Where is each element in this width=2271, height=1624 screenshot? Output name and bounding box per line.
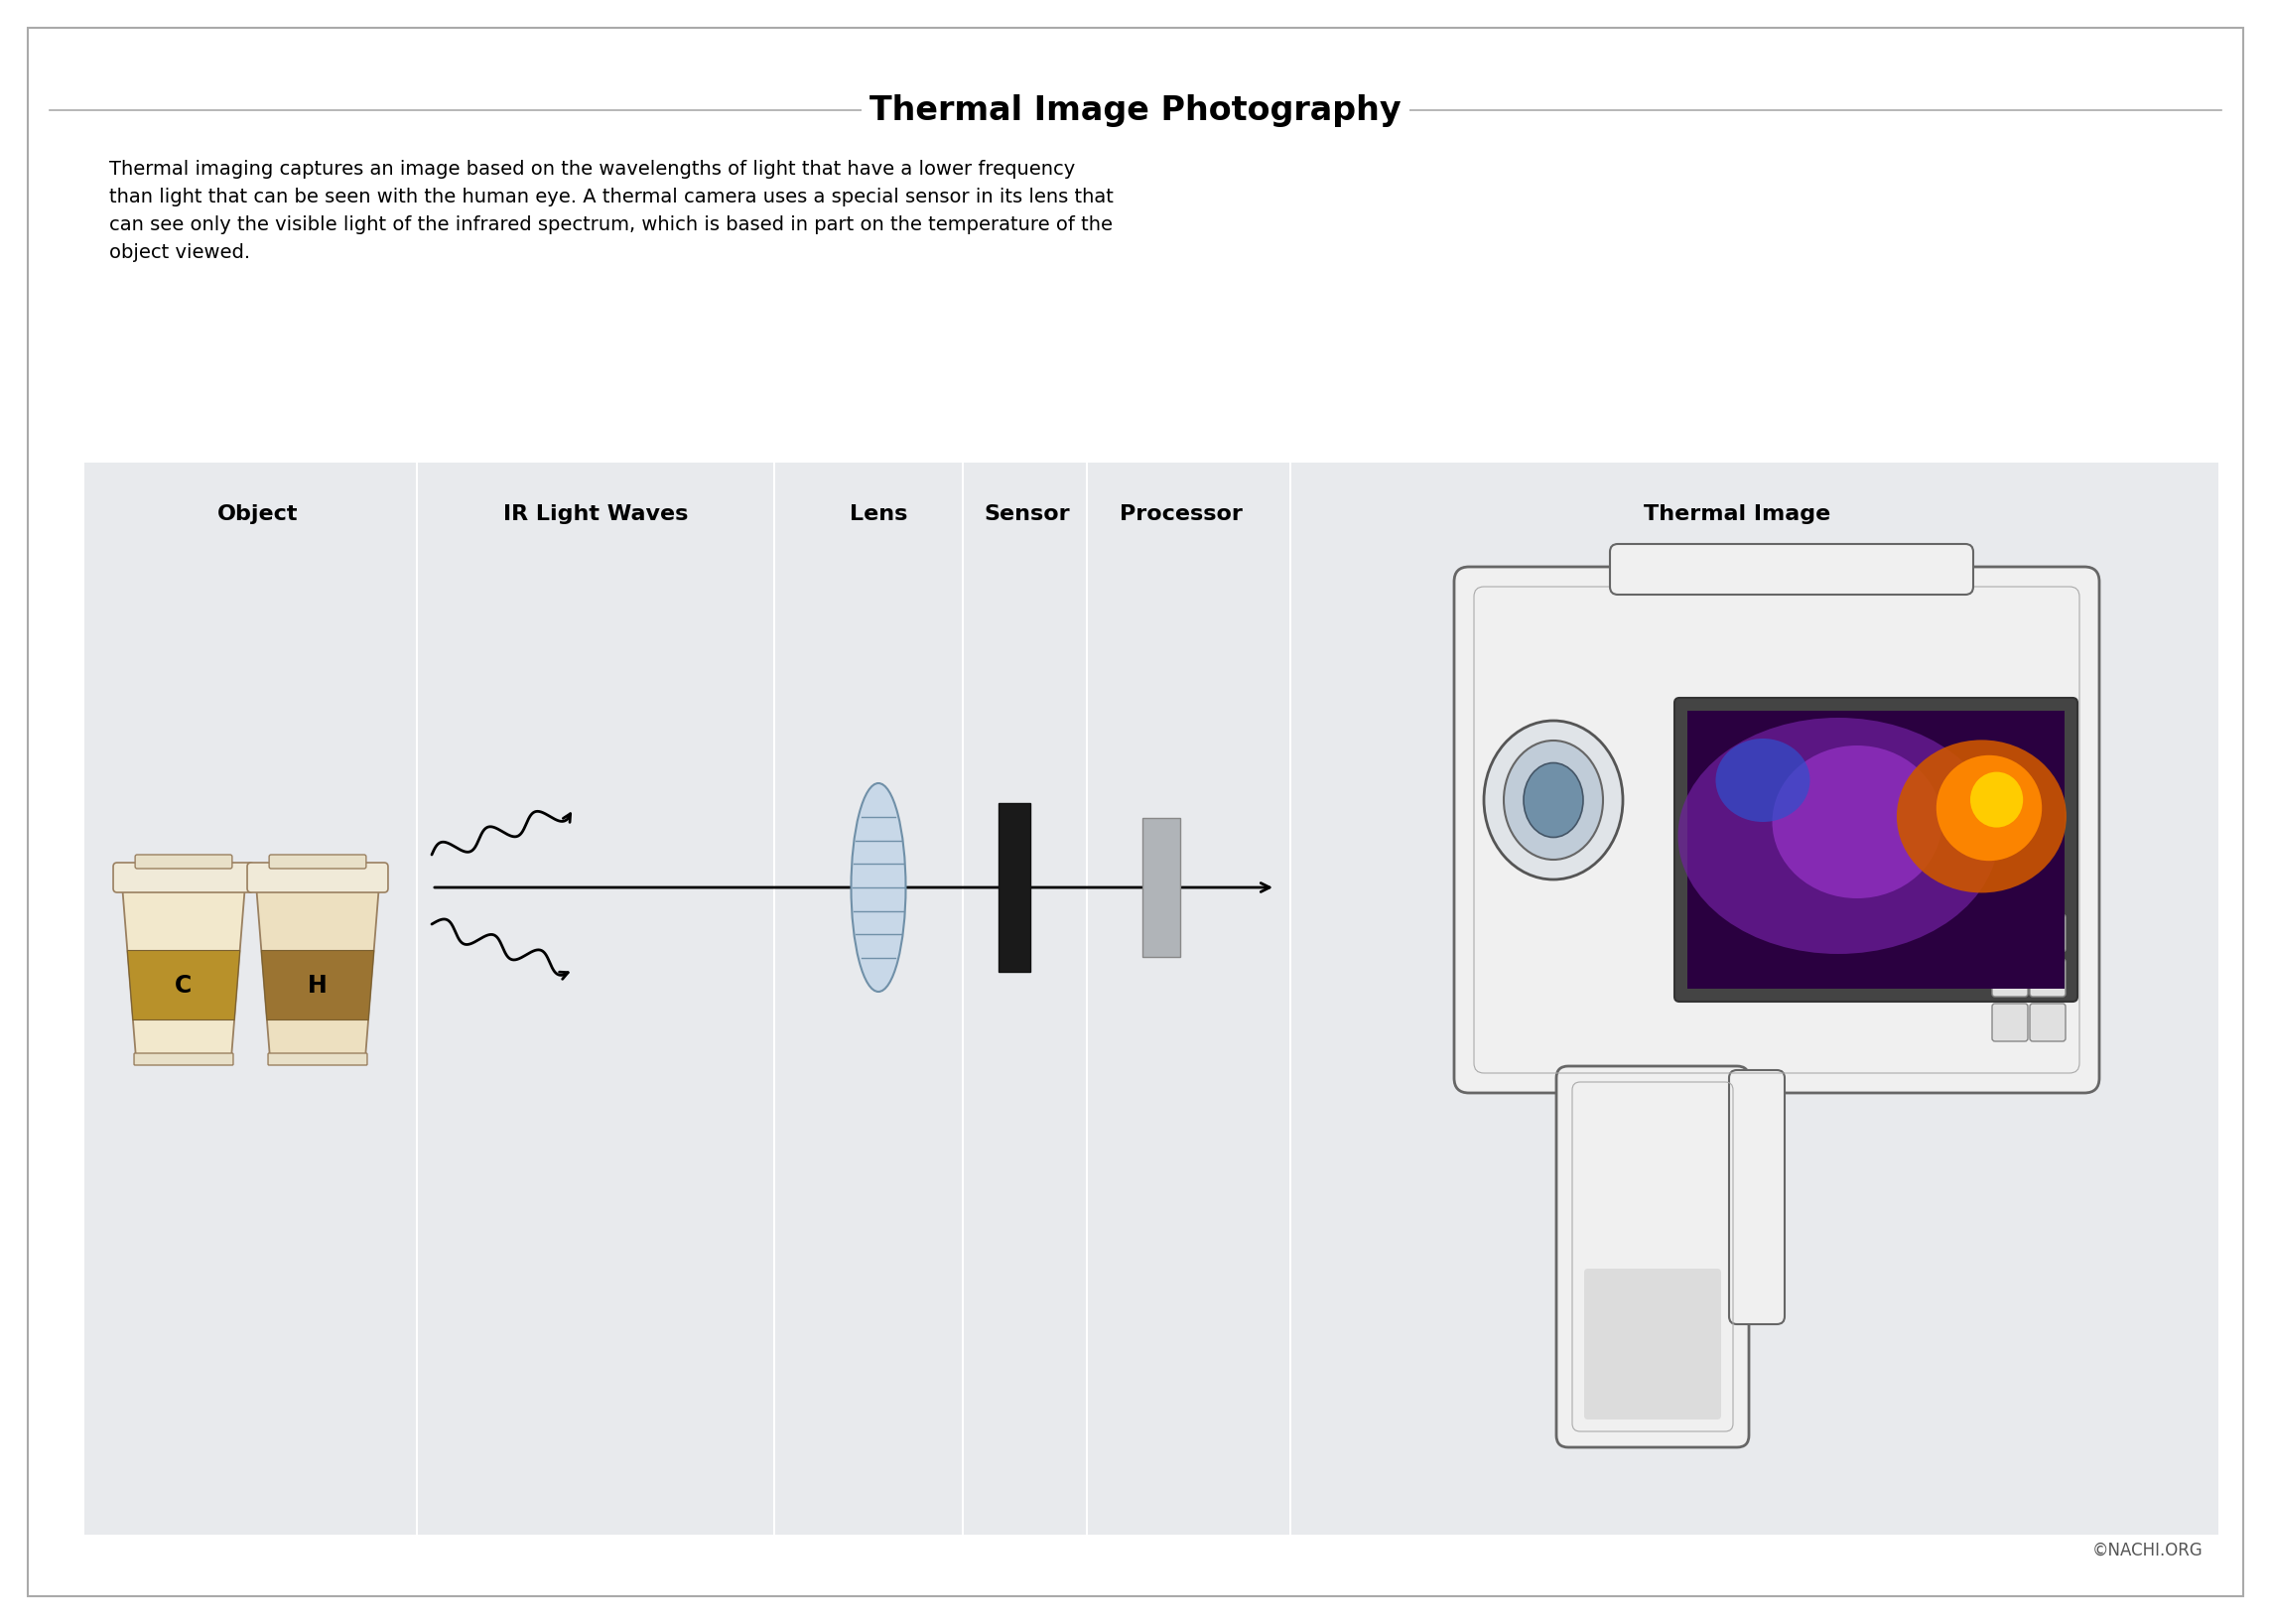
- FancyBboxPatch shape: [2030, 914, 2067, 952]
- FancyBboxPatch shape: [1585, 1268, 1721, 1419]
- Ellipse shape: [1971, 771, 2023, 828]
- Text: H: H: [309, 973, 327, 997]
- Polygon shape: [127, 950, 241, 1020]
- Polygon shape: [257, 885, 379, 1059]
- Ellipse shape: [1524, 763, 1583, 838]
- FancyBboxPatch shape: [1992, 958, 2028, 997]
- Polygon shape: [123, 885, 245, 1059]
- Text: Lens: Lens: [849, 505, 908, 525]
- Text: Processor: Processor: [1120, 505, 1242, 525]
- FancyBboxPatch shape: [1687, 711, 2064, 989]
- FancyBboxPatch shape: [1674, 698, 2078, 1002]
- Ellipse shape: [1503, 741, 1603, 859]
- FancyBboxPatch shape: [1453, 567, 2098, 1093]
- FancyBboxPatch shape: [27, 28, 2244, 1596]
- FancyBboxPatch shape: [84, 463, 2219, 1535]
- FancyBboxPatch shape: [2030, 1004, 2067, 1041]
- Text: Thermal Image Photography: Thermal Image Photography: [870, 94, 1401, 127]
- Ellipse shape: [852, 783, 906, 992]
- Text: Thermal imaging captures an image based on the wavelengths of light that have a : Thermal imaging captures an image based …: [109, 159, 1113, 261]
- FancyBboxPatch shape: [1992, 1004, 2028, 1041]
- Ellipse shape: [1896, 741, 2067, 893]
- Ellipse shape: [1483, 721, 1624, 880]
- Text: IR Light Waves: IR Light Waves: [504, 505, 688, 525]
- FancyBboxPatch shape: [1992, 914, 2028, 952]
- FancyBboxPatch shape: [1556, 1065, 1749, 1447]
- FancyBboxPatch shape: [134, 854, 232, 869]
- FancyBboxPatch shape: [1610, 544, 1973, 594]
- FancyBboxPatch shape: [248, 862, 388, 893]
- FancyBboxPatch shape: [134, 1054, 234, 1065]
- FancyBboxPatch shape: [114, 862, 254, 893]
- FancyBboxPatch shape: [1142, 818, 1181, 957]
- FancyBboxPatch shape: [1728, 1070, 1785, 1324]
- Text: Thermal Image: Thermal Image: [1644, 505, 1830, 525]
- FancyBboxPatch shape: [999, 802, 1031, 971]
- Ellipse shape: [1678, 718, 1998, 953]
- FancyBboxPatch shape: [268, 854, 366, 869]
- Ellipse shape: [1937, 755, 2042, 861]
- Ellipse shape: [1715, 739, 1810, 822]
- FancyBboxPatch shape: [268, 1054, 368, 1065]
- Text: C: C: [175, 973, 193, 997]
- Text: ©NACHI.ORG: ©NACHI.ORG: [2092, 1541, 2203, 1559]
- Text: Sensor: Sensor: [983, 505, 1070, 525]
- Ellipse shape: [1771, 745, 1942, 898]
- Text: Object: Object: [218, 505, 298, 525]
- Polygon shape: [261, 950, 375, 1020]
- FancyBboxPatch shape: [2030, 958, 2067, 997]
